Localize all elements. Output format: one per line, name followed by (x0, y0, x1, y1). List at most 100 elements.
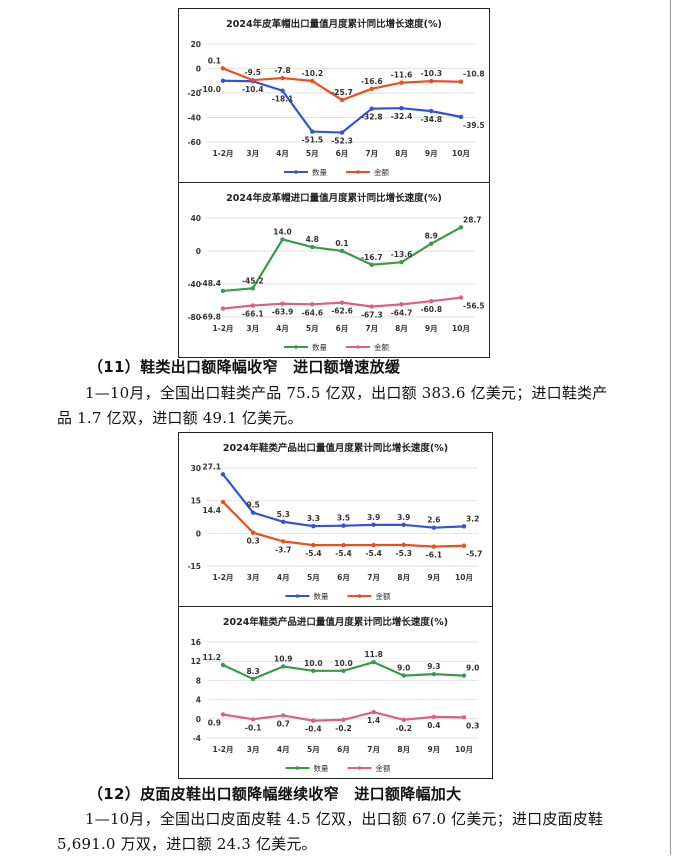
data-label: -64.6 (301, 308, 323, 317)
data-point (431, 544, 437, 549)
data-point (371, 709, 376, 715)
x-tick-label: 1-2月 (212, 573, 233, 582)
data-label: 28.7 (463, 215, 482, 224)
data-point (281, 519, 286, 524)
section-11-body: 1—10月，全国出口鞋类产品 75.5 亿双，出口额 383.6 亿美元；进口鞋… (57, 384, 608, 427)
data-point (399, 260, 404, 265)
y-tick-label: -40 (187, 280, 201, 289)
chart-title: 2024年皮革帽出口量值月度累计同比增长速度(%) (226, 18, 442, 30)
data-label: 3.5 (337, 514, 350, 523)
data-point (280, 237, 285, 242)
y-tick-label: 0 (196, 65, 201, 74)
data-label: -10.3 (420, 69, 442, 78)
page-edge (670, 0, 671, 855)
x-tick-label: 5月 (306, 149, 319, 158)
data-point (401, 673, 406, 678)
x-tick-label: 10月 (455, 573, 473, 582)
data-label: 0.1 (208, 56, 221, 65)
x-tick-label: 4月 (276, 149, 289, 158)
data-point (220, 306, 226, 311)
legend-label: 数量 (312, 167, 327, 177)
data-point (220, 78, 226, 83)
section-12-body: 1—10月，全国出口皮面皮鞋 4.5 亿双，出口额 67.0 亿美元；进口皮面皮… (57, 810, 604, 853)
x-tick-label: 6月 (337, 745, 350, 754)
data-point (339, 248, 345, 254)
x-tick-label: 9月 (428, 573, 441, 582)
x-tick-label: 3月 (247, 745, 260, 754)
data-point (250, 77, 255, 83)
data-label: -11.6 (391, 71, 413, 80)
data-point (429, 241, 434, 246)
x-tick-label: 3月 (246, 149, 259, 158)
data-point (339, 300, 345, 305)
data-label: -60.8 (420, 305, 442, 314)
legend-label: 数量 (314, 591, 329, 601)
y-tick-label: 8 (196, 676, 201, 685)
legend-label: 金额 (376, 763, 391, 773)
data-label: -64.7 (391, 308, 413, 317)
data-label: -10.4 (242, 85, 264, 94)
y-tick-label: 4 (196, 696, 201, 705)
data-label: -10.0 (199, 85, 221, 94)
x-tick-label: 4月 (277, 745, 290, 754)
y-tick-label: 0 (196, 715, 201, 724)
x-tick-label: 8月 (397, 573, 410, 582)
data-label: 9.0 (466, 664, 479, 673)
data-point (371, 522, 376, 528)
legend-label: 金额 (374, 167, 389, 177)
data-label: -13.6 (391, 250, 413, 259)
data-label: 11.2 (202, 653, 221, 662)
data-label: 2.6 (427, 516, 440, 525)
data-point (429, 298, 434, 304)
x-tick-label: 9月 (425, 324, 438, 333)
data-label: 10.0 (304, 659, 323, 668)
data-point (461, 543, 467, 548)
data-label: 5.3 (277, 510, 290, 519)
x-tick-label: 7月 (365, 324, 378, 333)
data-label: -16.6 (361, 77, 383, 86)
x-tick-label: 8月 (395, 324, 408, 333)
legend-marker (356, 170, 360, 174)
data-point (220, 472, 226, 477)
data-label: -5.4 (305, 549, 321, 558)
data-point (369, 106, 374, 111)
y-tick-label: 40 (191, 214, 201, 223)
data-label: -25.7 (331, 88, 353, 97)
x-tick-label: 6月 (336, 149, 349, 158)
y-tick-label: -15 (187, 562, 201, 571)
data-label: 14.0 (273, 227, 292, 236)
data-label: -0.2 (335, 724, 351, 733)
data-point (280, 88, 285, 93)
x-tick-label: 6月 (337, 573, 350, 582)
x-tick-label: 1-2月 (212, 745, 233, 754)
data-label: 3.2 (466, 514, 479, 523)
data-point (399, 80, 404, 85)
data-label: -16.7 (361, 253, 383, 262)
chart-footwear-import: 2024年鞋类产品进口量值月度累计同比增长速度(%) 16 12 8 4 0 -4 1-2月 3… (178, 606, 493, 779)
data-point (250, 717, 256, 722)
data-label: -56.5 (463, 302, 485, 311)
data-point (250, 303, 255, 308)
y-tick-label: 15 (191, 497, 201, 506)
data-point (281, 664, 286, 669)
data-label: -7.8 (274, 66, 290, 75)
x-tick-label: 3月 (247, 573, 260, 582)
legend-marker (295, 766, 300, 770)
data-label: -66.1 (242, 310, 264, 319)
chart-footwear-export: 2024年鞋类产品出口量值月度累计同比增长速度(%) 30 15 0 -15 1-2月 3月… (178, 432, 493, 607)
data-label: 10.0 (334, 659, 353, 668)
data-label: -51.5 (301, 136, 323, 145)
x-tick-label: 5月 (307, 573, 320, 582)
data-label: 0.9 (208, 718, 221, 727)
data-label: 0.7 (277, 719, 290, 728)
data-label: 0.1 (335, 239, 348, 248)
data-label: 0.3 (466, 721, 479, 730)
data-point (280, 301, 285, 306)
y-tick-label: -80 (187, 313, 201, 322)
data-label: -5.4 (335, 549, 351, 558)
data-point (250, 676, 256, 682)
data-point (281, 539, 286, 544)
x-tick-label: 4月 (276, 324, 289, 333)
legend-marker (357, 594, 362, 598)
data-point (429, 108, 434, 114)
